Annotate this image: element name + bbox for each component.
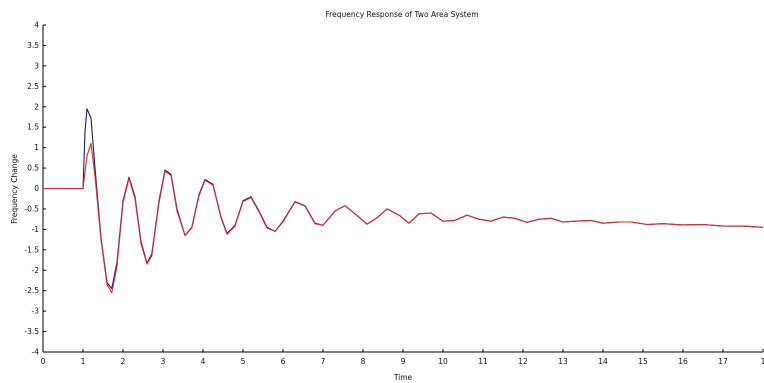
y-tick-label: 0 — [34, 184, 39, 193]
x-tick-label: 13 — [558, 357, 568, 366]
chart-title: Frequency Response of Two Area System — [325, 10, 478, 19]
x-tick-label: 14 — [598, 357, 608, 366]
y-tick-label: 2.5 — [27, 82, 39, 91]
x-tick-label: 0 — [41, 357, 46, 366]
y-tick-label: -3 — [32, 307, 40, 316]
y-tick-label: 3 — [34, 61, 39, 70]
series-line-1 — [43, 108, 764, 290]
x-tick-label: 8 — [361, 357, 366, 366]
x-tick-label: 1 — [761, 357, 764, 366]
y-tick-label: 4 — [34, 21, 39, 30]
y-tick-label: -0.5 — [24, 204, 39, 213]
y-tick-label: -1.5 — [24, 245, 39, 254]
y-tick-label: 0.5 — [27, 164, 39, 173]
y-tick-label: 3.5 — [27, 41, 39, 50]
x-tick-label: 5 — [241, 357, 246, 366]
x-tick-label: 16 — [678, 357, 688, 366]
x-tick-label: 12 — [518, 357, 528, 366]
x-tick-label: 9 — [401, 357, 406, 366]
axes: 4 3.5 3 2.5 2 1.5 1 0.5 0 -0.5 -1 -1.5 -2 -2.5 -3 -3.5 -… — [24, 21, 764, 367]
x-tick-label: 3 — [161, 357, 166, 366]
x-tick-label: 10 — [438, 357, 448, 366]
y-tick-label: -3.5 — [24, 327, 39, 336]
series-line-2 — [43, 142, 764, 294]
y-tick-label: 2 — [34, 102, 39, 111]
y-tick-label: -2 — [32, 266, 40, 275]
x-tick-label: 6 — [281, 357, 286, 366]
x-tick-label: 4 — [201, 357, 206, 366]
y-axis-label: Frequency Change — [10, 154, 19, 224]
x-tick-label: 17 — [718, 357, 728, 366]
y-tick-label: -2.5 — [24, 286, 39, 295]
y-tick-label: -1 — [32, 225, 40, 234]
x-tick-label: 7 — [321, 357, 326, 366]
x-tick-label: 2 — [121, 357, 126, 366]
x-tick-label: 11 — [478, 357, 488, 366]
y-tick-label: 1 — [34, 143, 39, 152]
y-tick-label: 1.5 — [27, 123, 39, 132]
y-tick-label: -4 — [32, 348, 40, 357]
x-tick-label: 1 — [81, 357, 86, 366]
data-series — [43, 108, 764, 294]
x-axis-label: Time — [393, 373, 413, 382]
x-tick-label: 15 — [638, 357, 648, 366]
